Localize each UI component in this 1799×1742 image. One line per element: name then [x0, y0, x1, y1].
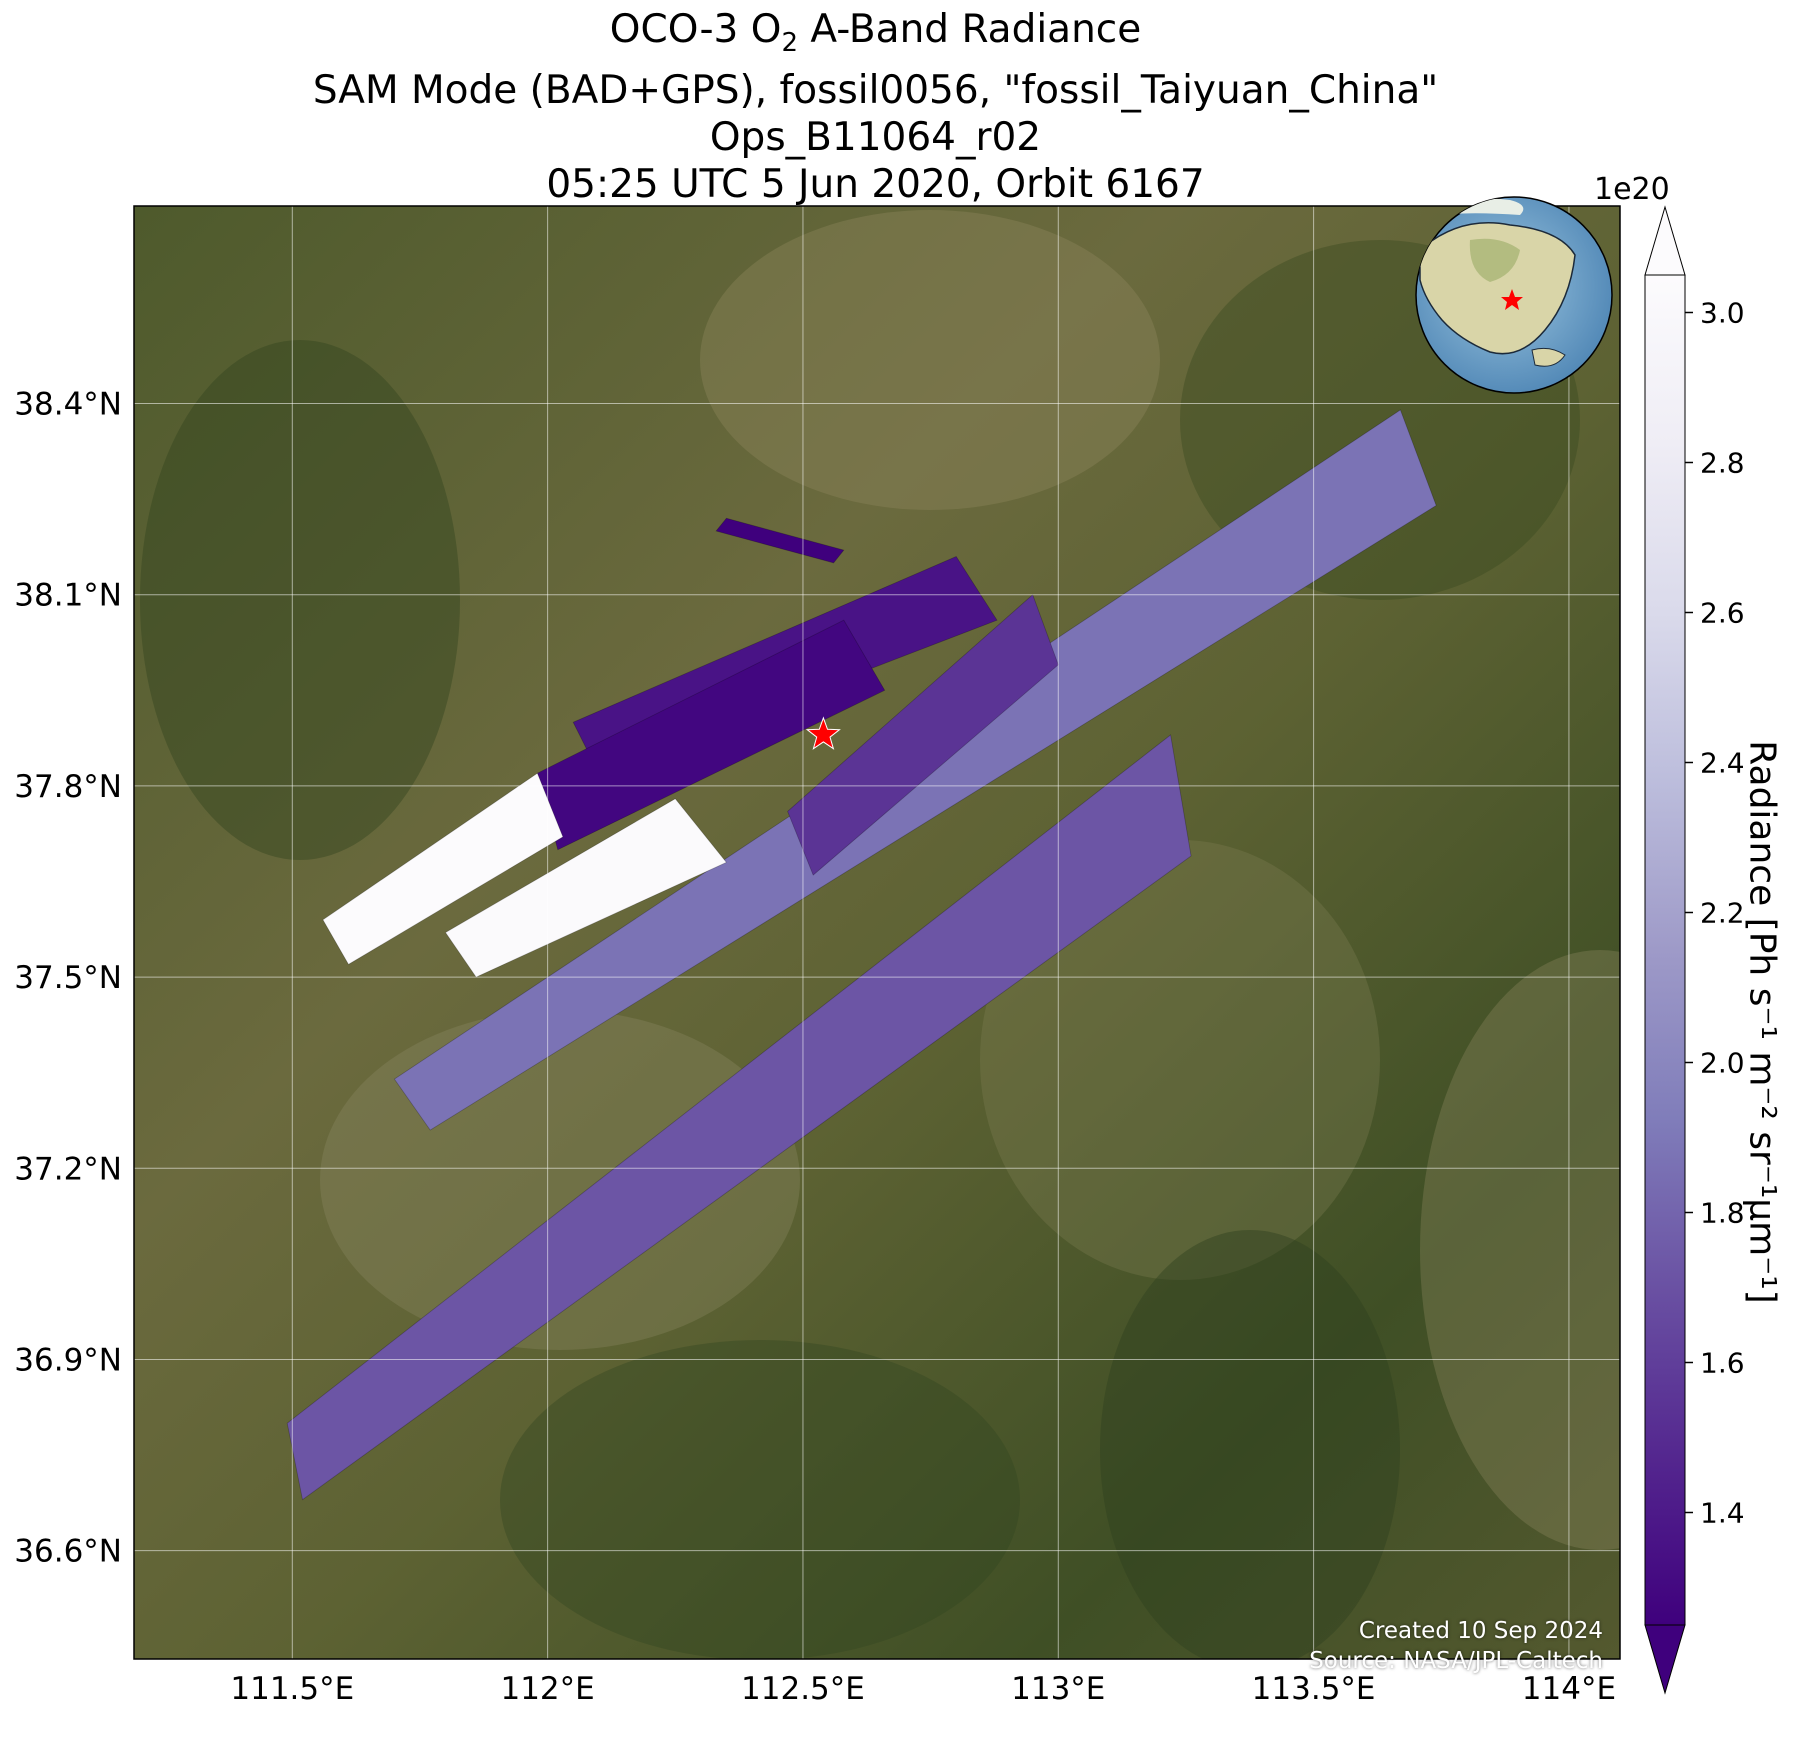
colorbar-tick-label: 2.2 [1700, 897, 1745, 930]
colorbar-multiplier: 1e20 [1594, 172, 1670, 207]
radiance-swath-1 [286, 734, 1192, 1501]
lon-tick-label: 112°E [500, 1671, 594, 1707]
lon-tick-label: 111.5°E [230, 1671, 354, 1707]
title-line-3: Ops_B11064_r02 [709, 114, 1042, 160]
radiance-swath-7 [322, 772, 564, 965]
axis-tick-labels: 38.4°N 38.1°N 37.8°N 37.5°N 37.2°N 36.9°N 36.6… [14, 387, 1616, 1707]
colorbar: 1.4 1.6 1.8 2.0 2.2 2.4 2.6 2.8 3.0 [1644, 205, 1745, 1695]
colorbar-tick-label: 2.0 [1700, 1047, 1745, 1080]
lat-tick-label: 38.1°N [14, 578, 122, 614]
figure-title: OCO-3 O2 A-Band Radiance SAM Mode (BAD+G… [0, 0, 1751, 208]
colorbar-label: Radiance [Ph s⁻¹ m⁻² sr⁻¹μm⁻¹] [1741, 740, 1783, 1304]
lat-tick-label: 38.4°N [14, 387, 122, 423]
lon-tick-label: 113°E [1011, 1671, 1105, 1707]
map-gridlines [134, 206, 1620, 1659]
colorbar-tick-label: 2.6 [1700, 597, 1745, 630]
lat-tick-label: 37.2°N [14, 1151, 122, 1187]
lat-tick-label: 37.8°N [14, 769, 122, 805]
colorbar-tick-label: 1.8 [1700, 1197, 1745, 1230]
globe-target-marker [1501, 289, 1523, 310]
lat-tick-label: 36.9°N [14, 1342, 122, 1378]
colorbar-tick-label: 1.6 [1700, 1347, 1745, 1380]
title-line-2: SAM Mode (BAD+GPS), fossil0056, "fossil_… [312, 67, 1439, 113]
created-credit: Created 10 Sep 2024 [1358, 1618, 1603, 1644]
radiance-swaths [286, 409, 1437, 1501]
colorbar-tick-label: 3.0 [1700, 297, 1745, 330]
target-star-marker [805, 716, 841, 750]
map-frame [133, 205, 1621, 1660]
lat-tick-label: 36.6°N [14, 1534, 122, 1570]
colorbar-tick-label: 1.4 [1700, 1497, 1745, 1530]
inset-globe [1415, 196, 1613, 394]
radiance-swath-8 [715, 517, 845, 564]
lat-tick-label: 37.5°N [14, 960, 122, 996]
colorbar-tick-label: 2.4 [1700, 747, 1745, 780]
lon-tick-label: 113.5°E [1252, 1671, 1376, 1707]
colorbar-tick-label: 2.8 [1700, 447, 1745, 480]
source-credit: Source: NASA/JPL-Caltech [1309, 1648, 1603, 1674]
title-line-1: OCO-3 O2 A-Band Radiance [609, 7, 1142, 58]
title-line-4: 05:25 UTC 5 Jun 2020, Orbit 6167 [546, 161, 1205, 207]
lon-tick-label: 112.5°E [741, 1671, 865, 1707]
lon-tick-label: 114°E [1522, 1671, 1616, 1707]
radiance-swath-6 [444, 798, 728, 978]
